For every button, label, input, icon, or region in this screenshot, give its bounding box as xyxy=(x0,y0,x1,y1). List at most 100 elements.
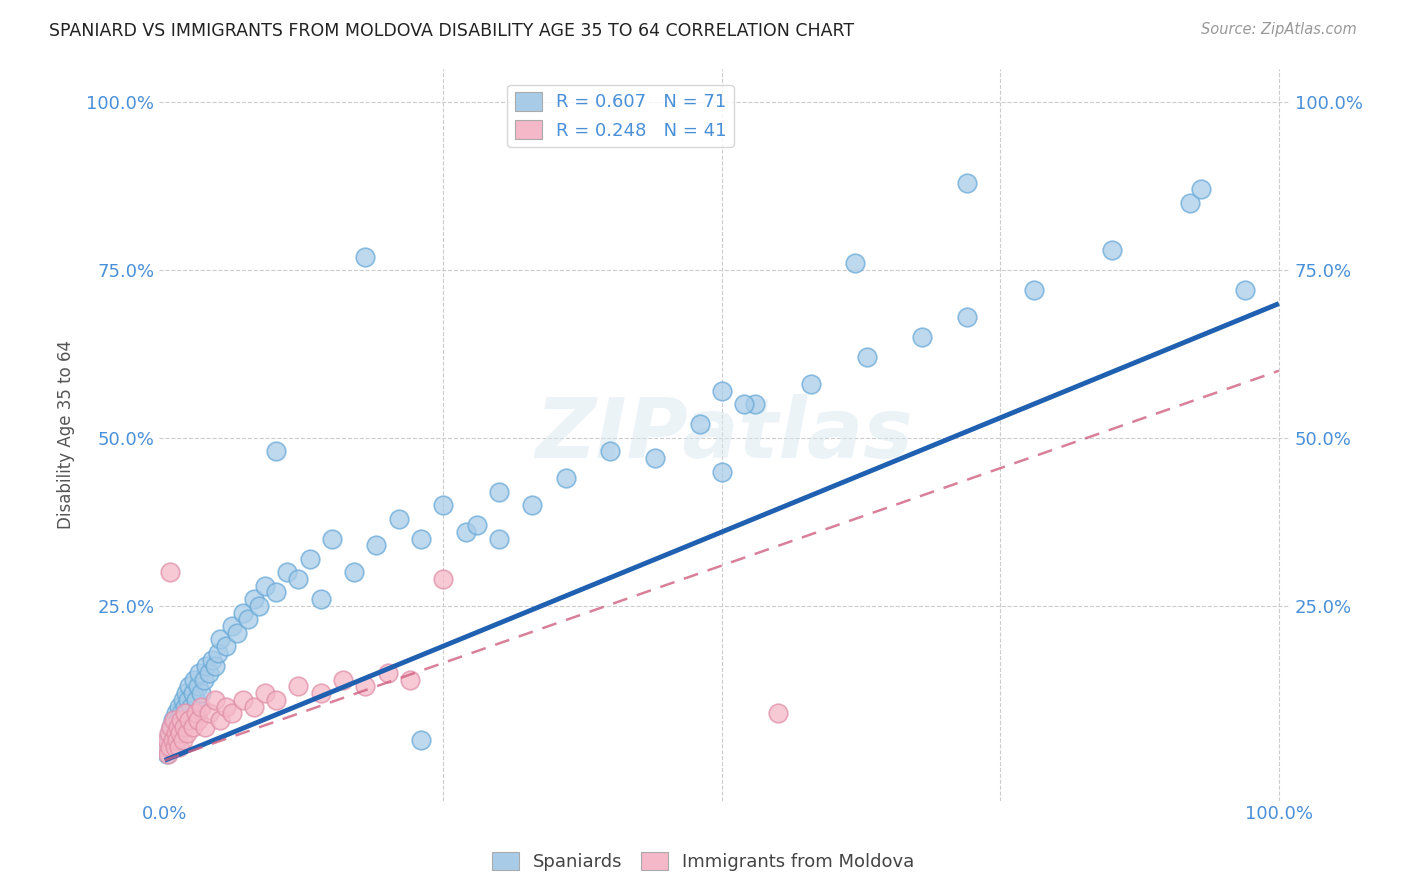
Point xyxy=(388,511,411,525)
Point xyxy=(166,726,188,740)
Point xyxy=(377,665,399,680)
Point xyxy=(198,665,221,680)
Point xyxy=(911,330,934,344)
Point xyxy=(187,713,209,727)
Point xyxy=(432,572,454,586)
Point xyxy=(264,693,287,707)
Point xyxy=(398,673,420,687)
Point xyxy=(243,592,266,607)
Text: Source: ZipAtlas.com: Source: ZipAtlas.com xyxy=(1201,22,1357,37)
Point xyxy=(160,720,183,734)
Text: ZIPatlas: ZIPatlas xyxy=(536,394,914,475)
Point xyxy=(226,625,249,640)
Point xyxy=(181,686,204,700)
Point xyxy=(169,726,191,740)
Point xyxy=(172,733,194,747)
Point xyxy=(204,693,226,707)
Point xyxy=(170,713,193,727)
Point xyxy=(287,572,309,586)
Point xyxy=(209,632,232,647)
Point xyxy=(409,733,432,747)
Point xyxy=(488,532,510,546)
Point xyxy=(159,566,181,580)
Point xyxy=(157,733,180,747)
Point xyxy=(298,551,321,566)
Legend: R = 0.607   N = 71, R = 0.248   N = 41: R = 0.607 N = 71, R = 0.248 N = 41 xyxy=(508,85,734,147)
Point xyxy=(187,680,209,694)
Point xyxy=(167,739,190,754)
Point xyxy=(309,686,332,700)
Point xyxy=(221,619,243,633)
Point xyxy=(409,532,432,546)
Point xyxy=(800,377,823,392)
Legend: Spaniards, Immigrants from Moldova: Spaniards, Immigrants from Moldova xyxy=(484,845,922,879)
Point xyxy=(1022,283,1045,297)
Point xyxy=(253,686,276,700)
Point xyxy=(157,739,180,754)
Point xyxy=(253,579,276,593)
Point xyxy=(710,384,733,398)
Point xyxy=(343,566,366,580)
Point xyxy=(162,713,184,727)
Point xyxy=(1234,283,1257,297)
Point xyxy=(554,471,576,485)
Point xyxy=(243,699,266,714)
Point xyxy=(287,680,309,694)
Point xyxy=(177,693,200,707)
Point xyxy=(1178,195,1201,210)
Point xyxy=(204,659,226,673)
Point xyxy=(238,612,260,626)
Point xyxy=(176,706,198,721)
Point xyxy=(155,739,177,754)
Point xyxy=(162,733,184,747)
Point xyxy=(193,673,215,687)
Point xyxy=(160,720,183,734)
Point xyxy=(181,720,204,734)
Point xyxy=(162,733,184,747)
Point xyxy=(432,498,454,512)
Point xyxy=(159,726,181,740)
Point xyxy=(173,720,195,734)
Point xyxy=(221,706,243,721)
Point xyxy=(232,693,254,707)
Point xyxy=(454,524,477,539)
Point xyxy=(184,706,207,721)
Point xyxy=(332,673,354,687)
Point xyxy=(194,659,217,673)
Point xyxy=(167,713,190,727)
Point xyxy=(599,444,621,458)
Point xyxy=(162,713,184,727)
Point xyxy=(176,726,198,740)
Point xyxy=(165,726,187,740)
Point xyxy=(188,665,211,680)
Point xyxy=(184,693,207,707)
Point xyxy=(488,484,510,499)
Point xyxy=(198,706,221,721)
Point xyxy=(710,465,733,479)
Point xyxy=(644,451,666,466)
Point xyxy=(215,699,238,714)
Point xyxy=(522,498,544,512)
Point xyxy=(215,639,238,653)
Point xyxy=(366,538,388,552)
Point xyxy=(166,733,188,747)
Point xyxy=(956,176,979,190)
Point xyxy=(190,699,212,714)
Text: SPANIARD VS IMMIGRANTS FROM MOLDOVA DISABILITY AGE 35 TO 64 CORRELATION CHART: SPANIARD VS IMMIGRANTS FROM MOLDOVA DISA… xyxy=(49,22,855,40)
Point xyxy=(163,739,186,754)
Point xyxy=(156,747,179,761)
Point xyxy=(194,720,217,734)
Point xyxy=(689,417,711,432)
Point xyxy=(207,646,229,660)
Point xyxy=(170,706,193,721)
Point xyxy=(157,747,180,761)
Y-axis label: Disability Age 35 to 64: Disability Age 35 to 64 xyxy=(58,340,75,529)
Point xyxy=(232,606,254,620)
Point xyxy=(174,686,197,700)
Point xyxy=(179,713,201,727)
Point xyxy=(766,706,789,721)
Point xyxy=(465,518,488,533)
Point xyxy=(167,699,190,714)
Point xyxy=(163,720,186,734)
Point xyxy=(159,739,181,754)
